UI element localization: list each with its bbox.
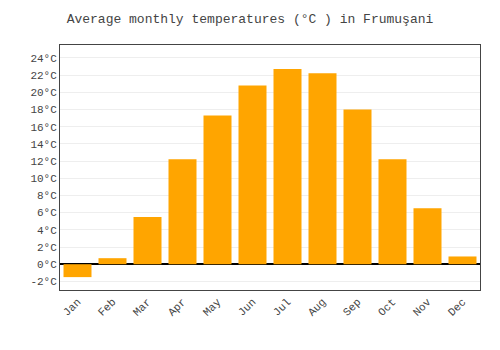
svg-text:-2°C: -2°C — [30, 276, 57, 288]
svg-text:8°C: 8°C — [37, 190, 57, 202]
svg-text:24°C: 24°C — [30, 53, 57, 65]
svg-text:Average monthly temperatures (: Average monthly temperatures (°C ) in Fr… — [67, 12, 434, 27]
svg-text:16°C: 16°C — [30, 122, 57, 134]
svg-text:2°C: 2°C — [37, 242, 57, 254]
svg-text:Oct: Oct — [376, 296, 398, 318]
svg-text:Apr: Apr — [166, 296, 188, 318]
svg-text:6°C: 6°C — [37, 207, 57, 219]
svg-text:Jul: Jul — [271, 296, 293, 318]
svg-text:14°C: 14°C — [30, 139, 57, 151]
svg-text:22°C: 22°C — [30, 70, 57, 82]
svg-text:4°C: 4°C — [37, 225, 57, 237]
svg-text:Aug: Aug — [306, 296, 328, 318]
svg-text:Mar: Mar — [131, 296, 153, 318]
svg-text:Jan: Jan — [61, 296, 83, 318]
svg-text:0°C: 0°C — [37, 259, 57, 271]
svg-text:18°C: 18°C — [30, 104, 57, 116]
svg-text:10°C: 10°C — [30, 173, 57, 185]
svg-text:Sep: Sep — [341, 296, 363, 318]
svg-text:12°C: 12°C — [30, 156, 57, 168]
svg-text:20°C: 20°C — [30, 87, 57, 99]
svg-text:Feb: Feb — [96, 296, 118, 318]
svg-text:Jun: Jun — [236, 296, 258, 318]
svg-text:Nov: Nov — [411, 296, 434, 319]
svg-text:May: May — [201, 296, 224, 319]
svg-text:Dec: Dec — [446, 296, 468, 318]
